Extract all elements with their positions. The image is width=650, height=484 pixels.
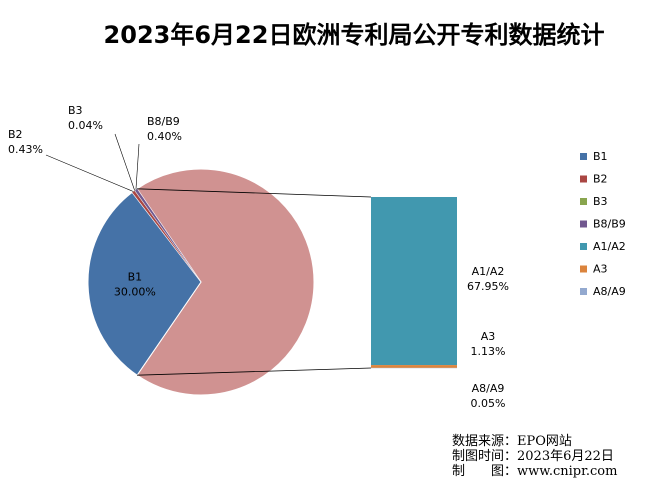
bar-segment-a1-a2 xyxy=(371,197,457,366)
source-note: 数据来源：EPO网站 xyxy=(452,434,572,449)
pie xyxy=(87,168,315,396)
legend: B1 B2 B3 B8/B9 A1/A2 A3 A8/A9 xyxy=(580,150,626,298)
legend-item-b2: B2 xyxy=(580,173,608,186)
legend-item-b1: B1 xyxy=(580,150,608,163)
date-note: 制图时间：2023年6月22日 xyxy=(452,449,614,464)
leader-line-b3 xyxy=(114,133,135,191)
data-label-a8-a9-name: A8/A9 xyxy=(472,382,505,395)
connector-line-bottom xyxy=(137,367,372,376)
data-label-a1-a2-name: A1/A2 xyxy=(472,265,505,278)
legend-item-a8-a9: A8/A9 xyxy=(580,285,626,298)
legend-swatch xyxy=(580,198,587,205)
legend-swatch xyxy=(580,153,587,160)
leader-line-b8-b9 xyxy=(135,143,140,190)
leader-line-b2 xyxy=(45,154,134,192)
data-label-b2-name: B2 xyxy=(8,128,23,141)
legend-swatch xyxy=(580,265,587,273)
chart-title: 2023年6月22日欧洲专利局公开专利数据统计 xyxy=(104,21,605,49)
legend-label: B8/B9 xyxy=(593,218,626,231)
pie-slice-combined xyxy=(136,168,315,396)
legend-item-b8-b9: B8/B9 xyxy=(580,218,626,231)
legend-swatch xyxy=(580,288,587,295)
data-label-a3-name: A3 xyxy=(481,330,496,343)
data-label-a3-value: 1.13% xyxy=(471,345,506,358)
author-note: 制 图：www.cnipr.com xyxy=(452,464,618,479)
connector-line-top xyxy=(137,188,372,198)
data-label-b2-value: 0.43% xyxy=(8,143,43,156)
legend-label: A1/A2 xyxy=(593,240,626,253)
data-label-b3-value: 0.04% xyxy=(68,119,103,132)
legend-label: B2 xyxy=(593,173,608,186)
legend-label: A3 xyxy=(593,263,608,276)
data-label-b1-name: B1 xyxy=(128,271,143,284)
legend-label: B3 xyxy=(593,195,608,208)
legend-item-a3: A3 xyxy=(580,263,608,276)
data-label-b8-b9-name: B8/B9 xyxy=(147,115,180,128)
legend-label: A8/A9 xyxy=(593,285,626,298)
bar-segment-a3 xyxy=(371,365,457,368)
pie-slice-b1 xyxy=(87,191,202,376)
data-label-b3-name: B3 xyxy=(68,104,83,117)
legend-swatch xyxy=(580,243,587,250)
legend-swatch xyxy=(580,220,587,228)
detail-bar xyxy=(137,188,457,376)
data-label-a8-a9-value: 0.05% xyxy=(471,397,506,410)
legend-label: B1 xyxy=(593,150,608,163)
legend-swatch xyxy=(580,175,587,183)
data-labels: B1 30.00% B2 0.43% B3 0.04% B8/B9 0.40% A1/A2 67.… xyxy=(8,104,509,410)
data-label-b1-value: 30.00% xyxy=(114,286,156,299)
legend-item-a1-a2: A1/A2 xyxy=(580,240,626,253)
data-label-b8-b9-value: 0.40% xyxy=(147,130,182,143)
data-label-a1-a2-value: 67.95% xyxy=(467,280,509,293)
legend-item-b3: B3 xyxy=(580,195,608,208)
